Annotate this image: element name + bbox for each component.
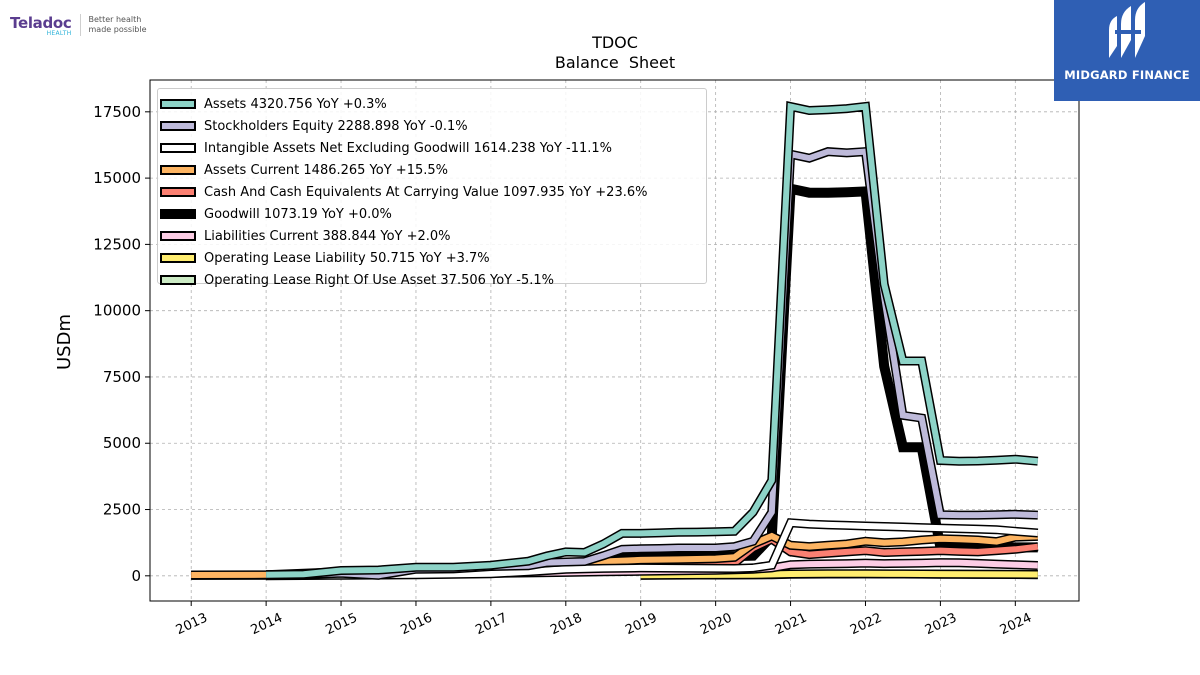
x-tick-label: 2024 bbox=[998, 611, 1034, 639]
legend-item: Operating Lease Liability 50.715 YoY +3.… bbox=[160, 247, 706, 269]
series-line bbox=[640, 570, 1038, 579]
x-tick-label: 2020 bbox=[698, 611, 734, 639]
teladoc-logo: Teladoc HEALTH Better health made possib… bbox=[10, 10, 147, 40]
x-tick-label: 2018 bbox=[548, 611, 584, 639]
y-axis: 0 2500 5000 7500 10000 12500 15000 17500 bbox=[93, 103, 150, 585]
series-operating-lease-liability bbox=[640, 569, 1038, 580]
y-axis-label: USDm bbox=[54, 314, 75, 370]
y-tick-label: 2500 bbox=[103, 501, 141, 519]
midgard-finance-logo: MIDGARD FINANCE bbox=[1054, 0, 1200, 101]
series-assets bbox=[266, 100, 1039, 580]
x-tick-label: 2019 bbox=[623, 611, 659, 639]
legend-label: Goodwill 1073.19 YoY +0.0% bbox=[204, 206, 392, 222]
legend-label: Operating Lease Right Of Use Asset 37.50… bbox=[204, 272, 554, 288]
teladoc-tagline-line-2: made possible bbox=[88, 25, 147, 34]
x-tick-label: 2017 bbox=[473, 611, 509, 639]
legend-item: Assets Current 1486.265 YoY +15.5% bbox=[160, 159, 706, 181]
teladoc-logo-sub: HEALTH bbox=[46, 29, 72, 37]
legend-label: Cash And Cash Equivalents At Carrying Va… bbox=[204, 184, 648, 200]
series-layer bbox=[191, 100, 1039, 581]
legend-item: Goodwill 1073.19 YoY +0.0% bbox=[160, 203, 706, 225]
chart-subtitle: Balance Sheet bbox=[555, 53, 675, 72]
legend-swatch bbox=[160, 253, 196, 263]
legend-label: Assets Current 1486.265 YoY +15.5% bbox=[204, 162, 448, 178]
y-tick-label: 5000 bbox=[103, 434, 141, 452]
legend-label: Liabilities Current 388.844 YoY +2.0% bbox=[204, 228, 451, 244]
series-line bbox=[266, 102, 1039, 578]
x-tick-label: 2016 bbox=[398, 611, 434, 639]
x-tick-label: 2022 bbox=[848, 611, 884, 639]
legend-swatch bbox=[160, 99, 196, 109]
series-line bbox=[266, 519, 1039, 579]
y-tick-label: 0 bbox=[131, 567, 141, 585]
x-tick-label: 2013 bbox=[174, 611, 210, 639]
legend-swatch bbox=[160, 209, 196, 219]
y-tick-label: 12500 bbox=[93, 235, 141, 253]
chart-legend: Assets 4320.756 YoY +0.3% Stockholders Eq… bbox=[157, 88, 707, 288]
legend-swatch bbox=[160, 143, 196, 153]
plot-area-frame bbox=[149, 79, 1080, 602]
legend-label: Intangible Assets Net Excluding Goodwill… bbox=[204, 140, 613, 156]
legend-item: Liabilities Current 388.844 YoY +2.0% bbox=[160, 225, 706, 247]
x-tick-label: 2021 bbox=[773, 611, 809, 639]
legend-swatch bbox=[160, 165, 196, 175]
logo-divider bbox=[79, 14, 81, 36]
teladoc-tagline: Better health made possible bbox=[89, 15, 147, 35]
legend-label: Assets 4320.756 YoY +0.3% bbox=[204, 96, 387, 112]
legend-swatch bbox=[160, 187, 196, 197]
x-tick-label: 2014 bbox=[249, 611, 285, 639]
midgard-finance-name: MIDGARD FINANCE bbox=[1064, 68, 1190, 82]
teladoc-logo-word: Teladoc bbox=[10, 13, 72, 32]
series-intangible-assets-net-excluding-goodwill bbox=[266, 518, 1039, 580]
legend-swatch bbox=[160, 231, 196, 241]
legend-swatch bbox=[160, 121, 196, 131]
legend-item: Cash And Cash Equivalents At Carrying Va… bbox=[160, 181, 706, 203]
y-tick-label: 17500 bbox=[93, 103, 141, 121]
chart-title: TDOC bbox=[591, 33, 638, 52]
legend-item: Assets 4320.756 YoY +0.3% bbox=[160, 93, 706, 115]
y-tick-label: 10000 bbox=[93, 302, 141, 320]
legend-item: Intangible Assets Net Excluding Goodwill… bbox=[160, 137, 706, 159]
legend-swatch bbox=[160, 275, 196, 285]
legend-item: Operating Lease Right Of Use Asset 37.50… bbox=[160, 269, 706, 291]
legend-item: Stockholders Equity 2288.898 YoY -0.1% bbox=[160, 115, 706, 137]
x-axis: 2013 2014 2015 2016 2017 2018 2019 2020 2021 2022… bbox=[174, 601, 1034, 638]
legend-label: Stockholders Equity 2288.898 YoY -0.1% bbox=[204, 118, 468, 134]
x-tick-label: 2023 bbox=[923, 611, 959, 639]
x-tick-label: 2015 bbox=[324, 611, 360, 639]
midgard-emblem-icon bbox=[1109, 2, 1145, 58]
teladoc-tagline-line-1: Better health bbox=[88, 15, 142, 24]
y-tick-label: 7500 bbox=[103, 368, 141, 386]
legend-label: Operating Lease Liability 50.715 YoY +3.… bbox=[204, 250, 490, 266]
y-tick-label: 15000 bbox=[93, 169, 141, 187]
